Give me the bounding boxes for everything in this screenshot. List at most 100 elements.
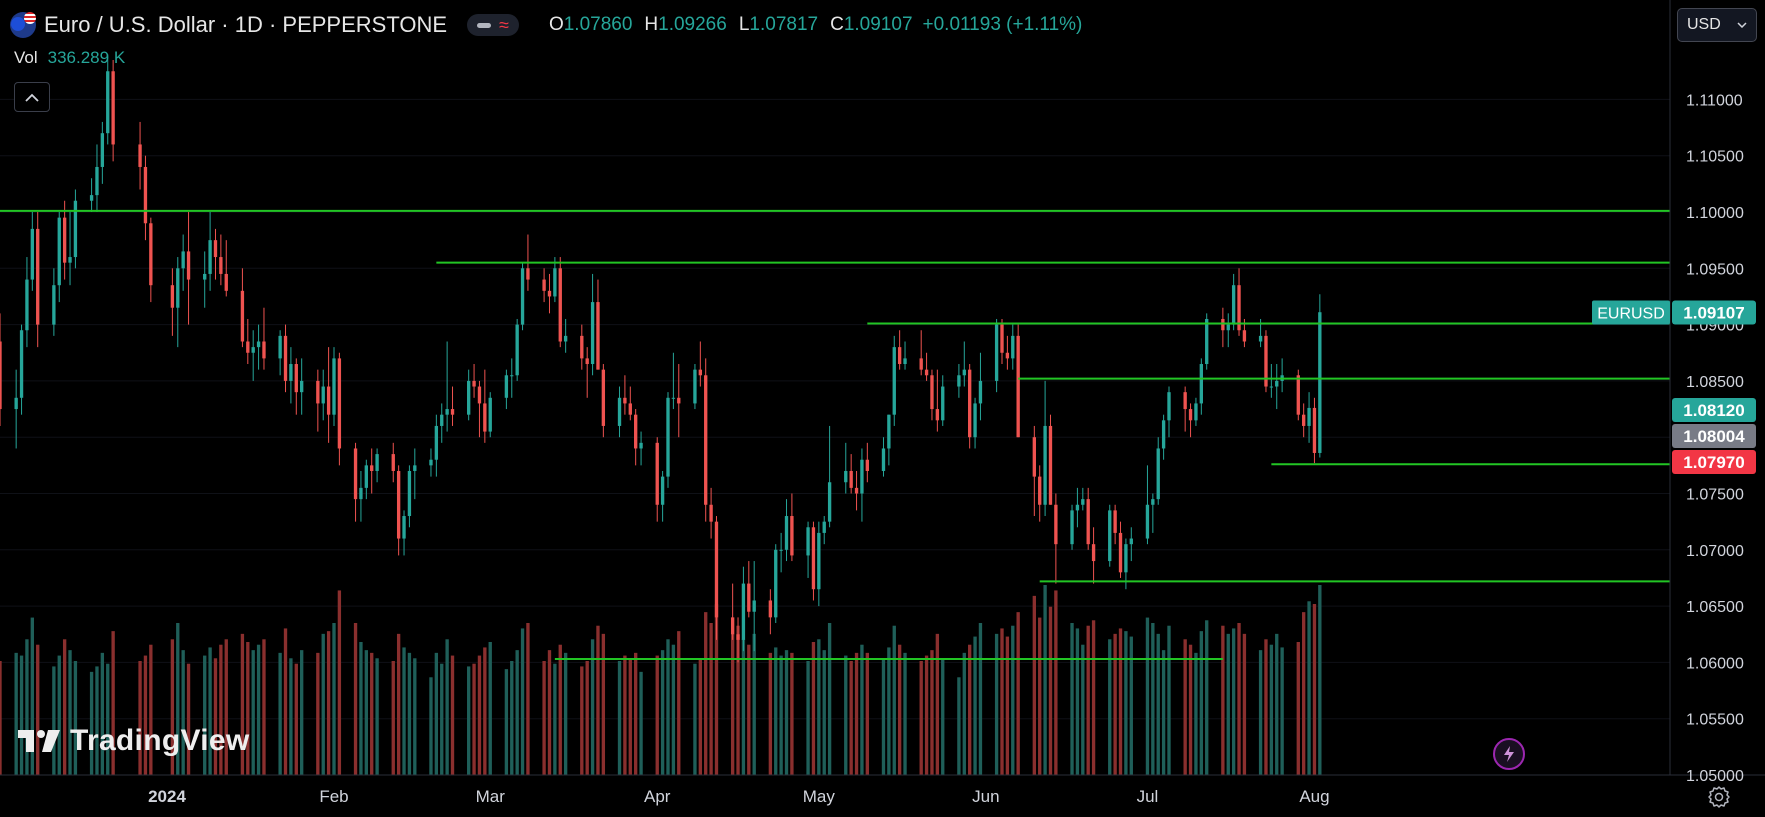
candle-body <box>176 268 180 308</box>
candle-body <box>143 166 148 224</box>
volume-bar <box>704 612 708 775</box>
currency-select[interactable]: USD <box>1677 8 1757 42</box>
volume-bar <box>811 642 816 775</box>
time-tick-label: Apr <box>644 787 671 806</box>
candle-body <box>407 470 412 517</box>
candle-body <box>553 268 557 297</box>
tradingview-logo[interactable]: TradingView <box>18 724 249 758</box>
candle-body <box>510 375 514 377</box>
candle-body <box>445 409 449 415</box>
candle-body <box>1113 510 1117 533</box>
volume-bar <box>660 650 665 775</box>
candle-body <box>563 335 568 342</box>
volume-bar <box>1199 631 1203 775</box>
volume-bar <box>1188 644 1193 775</box>
bid-price-tag-bg <box>1672 398 1756 422</box>
candle-body <box>224 273 228 291</box>
volume-bar <box>1005 636 1010 775</box>
volume-bar <box>1011 625 1015 775</box>
volume-bar <box>973 636 977 775</box>
volume-bar <box>73 661 78 775</box>
candle-body <box>1237 285 1241 331</box>
candle-body <box>149 223 153 286</box>
candle-body <box>1199 364 1203 404</box>
volume-bar <box>860 644 864 775</box>
candle-body <box>181 251 185 269</box>
status-pill[interactable]: ≈ <box>467 14 519 36</box>
volume-bar <box>553 663 557 775</box>
volume-bar <box>671 644 676 775</box>
currency-value: USD <box>1687 16 1721 33</box>
volume-bar <box>203 655 207 775</box>
candle-body <box>1038 476 1042 505</box>
candle-body <box>903 358 907 365</box>
volume-bar <box>25 639 29 775</box>
symbol-flag-icon[interactable] <box>10 12 36 38</box>
candle-body <box>655 442 659 505</box>
grid <box>0 98 1670 776</box>
candle-body <box>741 583 746 640</box>
candle-body <box>827 482 832 522</box>
candle-body <box>138 144 142 167</box>
volume-bar <box>580 666 584 775</box>
time-tick-label: Mar <box>476 787 506 806</box>
candle-body <box>1086 499 1090 545</box>
volume-bar <box>827 623 832 775</box>
candle-body <box>892 347 896 415</box>
gear-icon[interactable] <box>1706 784 1732 810</box>
candle-body <box>483 403 487 432</box>
logo-wordmark: TradingView <box>70 724 250 757</box>
bid-price-tag-value: 1.08120 <box>1683 401 1744 420</box>
candle-body <box>935 409 940 421</box>
candle-body <box>542 279 546 291</box>
volume-bar <box>784 650 789 775</box>
volume-bar <box>1038 617 1042 775</box>
volume-bar <box>68 650 72 775</box>
volume-bar <box>1081 644 1085 775</box>
time-axis[interactable]: 2024 Feb Mar Apr May Jun Jul Aug <box>148 787 1329 806</box>
candle-body <box>1258 335 1263 342</box>
volume-bar <box>817 639 821 775</box>
candle-body <box>219 257 223 274</box>
volume-bar <box>1086 625 1090 775</box>
approx-icon: ≈ <box>499 15 509 35</box>
candle-body <box>628 403 632 415</box>
candle-body <box>666 397 670 477</box>
candle-body <box>1118 532 1123 573</box>
candle-body <box>0 341 2 410</box>
volume-bar <box>326 631 331 775</box>
volume-bar <box>865 652 869 775</box>
volume-bar <box>617 661 622 775</box>
collapse-legend-button[interactable] <box>14 82 50 112</box>
volume-bar <box>294 663 298 775</box>
volume-bar <box>1264 639 1268 775</box>
lightning-button[interactable] <box>1493 738 1525 770</box>
volume-bar <box>251 650 255 775</box>
volume-bar <box>283 628 288 775</box>
candle-body <box>1296 375 1300 415</box>
candle-body <box>639 442 643 449</box>
volume-bar <box>563 652 568 775</box>
volume-bar <box>407 652 412 775</box>
candle-body <box>1302 414 1306 426</box>
volume-bar <box>930 650 934 775</box>
candle-body <box>337 358 342 449</box>
horizontal-levels[interactable] <box>0 209 1670 661</box>
candle-body <box>617 397 622 426</box>
candle-body <box>1000 324 1004 353</box>
mid-price-tag-value: 1.08004 <box>1683 427 1745 446</box>
time-tick-label: Jun <box>972 787 999 806</box>
symbol-title[interactable]: Euro / U.S. Dollar · 1D · PEPPERSTONE <box>44 12 448 37</box>
volume-bar <box>14 652 18 775</box>
volume-bar <box>321 633 325 775</box>
price-tags: EURUSD 1.09107 1.08120 1.08004 1.07970 <box>1592 300 1756 474</box>
candle-body <box>693 369 697 404</box>
candle-body <box>1161 420 1166 449</box>
volume-bar <box>1151 623 1155 775</box>
volume-bar <box>364 650 368 775</box>
volume-bar <box>542 661 546 775</box>
candle-body <box>52 285 56 325</box>
volume-bar <box>1183 639 1187 775</box>
candle-body <box>1091 544 1096 562</box>
